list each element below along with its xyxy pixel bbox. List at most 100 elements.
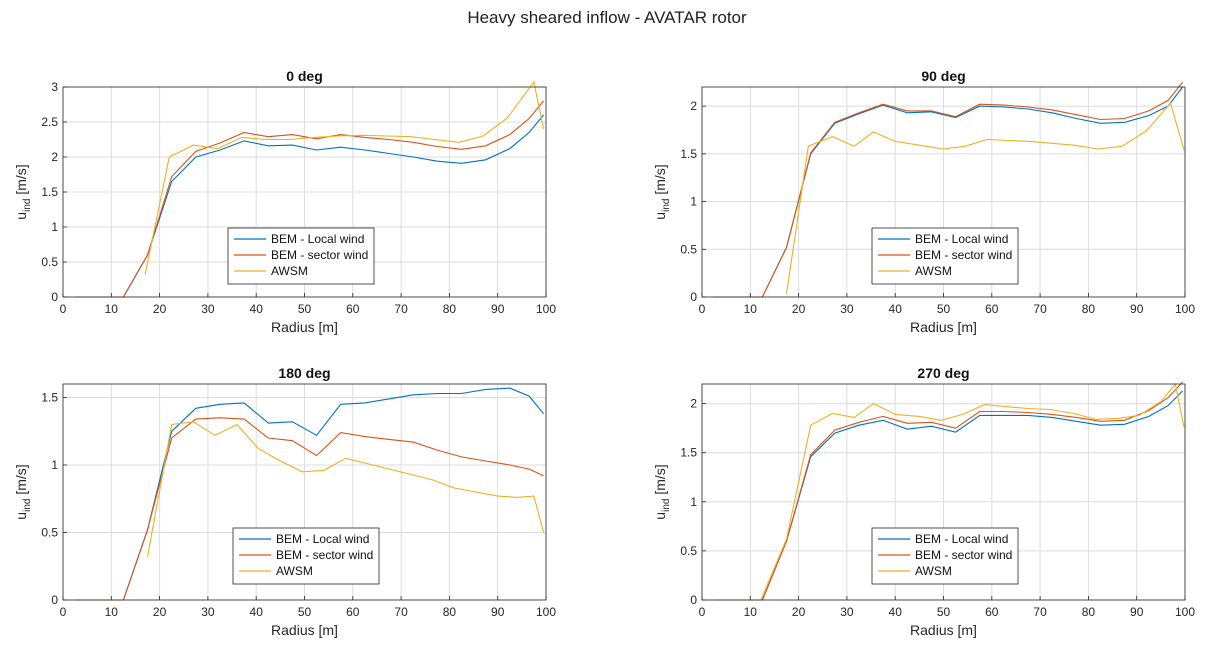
y-tick-label: 2 <box>51 150 58 164</box>
legend-entry-2: AWSM <box>915 564 952 578</box>
figure-title: Heavy sheared inflow - AVATAR rotor <box>467 8 747 27</box>
x-tick-label: 60 <box>346 605 360 619</box>
y-axis-label-unit: [m/s] <box>13 464 29 498</box>
x-tick-label: 100 <box>1175 302 1195 316</box>
legend-box <box>871 527 1019 585</box>
y-axis-label-main: u <box>652 512 668 520</box>
y-tick-label: 2 <box>690 397 697 411</box>
y-tick-label: 1.5 <box>41 391 58 405</box>
y-axis-label-subscript: ind <box>661 499 672 512</box>
x-tick-label: 80 <box>1082 302 1096 316</box>
series-line-2 <box>146 421 545 557</box>
y-axis-label-subscript: ind <box>661 199 672 212</box>
subplot-title: 270 deg <box>917 365 969 381</box>
y-axis-label: uind [m/s] <box>652 164 672 219</box>
x-tick-label: 90 <box>491 605 505 619</box>
x-tick-label: 20 <box>792 302 806 316</box>
legend-entry-2: AWSM <box>271 264 308 278</box>
x-tick-label: 90 <box>1130 605 1144 619</box>
x-tick-label: 70 <box>394 605 408 619</box>
subplot-title: 0 deg <box>286 68 323 84</box>
x-tick-label: 50 <box>298 302 312 316</box>
y-tick-label: 1.5 <box>41 185 58 199</box>
x-axis-label: Radius [m] <box>271 319 338 335</box>
legend-entry-2: AWSM <box>915 264 952 278</box>
x-axis-label: Radius [m] <box>910 319 977 335</box>
legend-box <box>227 227 375 285</box>
x-tick-label: 20 <box>153 302 167 316</box>
legend-entry-1: BEM - sector wind <box>271 248 368 262</box>
x-tick-label: 40 <box>250 605 264 619</box>
series-line-0 <box>75 387 545 601</box>
x-tick-label: 60 <box>346 302 360 316</box>
x-tick-label: 100 <box>536 605 556 619</box>
x-tick-label: 20 <box>153 605 167 619</box>
legend-entry-1: BEM - sector wind <box>915 548 1012 562</box>
y-tick-label: 0.5 <box>680 242 697 256</box>
y-axis-label-main: u <box>13 512 29 520</box>
legend-entry-0: BEM - Local wind <box>276 532 369 546</box>
y-tick-label: 1 <box>690 495 697 509</box>
legend-box <box>871 227 1019 285</box>
x-tick-label: 40 <box>889 302 903 316</box>
y-axis-label-main: u <box>13 212 29 220</box>
x-tick-label: 0 <box>699 302 706 316</box>
x-tick-label: 60 <box>985 605 999 619</box>
series-line-1 <box>714 381 1184 601</box>
x-tick-label: 30 <box>201 605 215 619</box>
x-tick-label: 10 <box>105 302 119 316</box>
y-axis-label: uind [m/s] <box>652 464 672 519</box>
series-line-2 <box>785 102 1185 295</box>
x-tick-label: 50 <box>937 302 951 316</box>
y-axis-label-subscript: ind <box>22 499 33 512</box>
x-tick-label: 10 <box>744 605 758 619</box>
y-tick-label: 0 <box>690 290 697 304</box>
series-line-1 <box>714 81 1184 298</box>
x-tick-label: 10 <box>744 302 758 316</box>
y-tick-label: 0.5 <box>41 255 58 269</box>
x-tick-label: 70 <box>1033 605 1047 619</box>
y-tick-label: 1 <box>51 220 58 234</box>
x-tick-label: 50 <box>298 605 312 619</box>
x-tick-label: 30 <box>840 605 854 619</box>
x-tick-label: 0 <box>60 302 67 316</box>
series-line-2 <box>760 382 1185 601</box>
y-axis-label-unit: [m/s] <box>13 164 29 198</box>
x-tick-label: 0 <box>60 605 67 619</box>
x-tick-label: 90 <box>491 302 505 316</box>
subplot-title: 90 deg <box>921 68 965 84</box>
legend-entry-0: BEM - Local wind <box>271 232 364 246</box>
series-line-1 <box>75 100 545 298</box>
y-tick-label: 0.5 <box>41 526 58 540</box>
x-tick-label: 20 <box>792 605 806 619</box>
y-tick-label: 0 <box>51 290 58 304</box>
legend-entry-1: BEM - sector wind <box>915 248 1012 262</box>
x-axis-label: Radius [m] <box>910 622 977 638</box>
x-tick-label: 40 <box>889 605 903 619</box>
x-tick-label: 100 <box>536 302 556 316</box>
y-axis-label-unit: [m/s] <box>652 464 668 498</box>
series-line-1 <box>75 417 544 601</box>
y-tick-label: 1.5 <box>680 147 697 161</box>
y-tick-label: 1.5 <box>680 446 697 460</box>
x-tick-label: 80 <box>443 605 457 619</box>
y-tick-label: 1 <box>51 458 58 472</box>
y-tick-label: 2.5 <box>41 115 58 129</box>
x-axis-label: Radius [m] <box>271 622 338 638</box>
subplot-title: 180 deg <box>278 365 330 381</box>
y-axis-label: uind [m/s] <box>13 164 33 219</box>
y-axis-label: uind [m/s] <box>13 464 33 519</box>
x-tick-label: 30 <box>201 302 215 316</box>
y-axis-label-unit: [m/s] <box>652 164 668 198</box>
y-axis-label-subscript: ind <box>22 199 33 212</box>
x-tick-label: 80 <box>443 302 457 316</box>
legend-entry-0: BEM - Local wind <box>915 232 1008 246</box>
y-tick-label: 0.5 <box>680 544 697 558</box>
y-axis-label-main: u <box>652 212 668 220</box>
x-tick-label: 70 <box>394 302 408 316</box>
legend-entry-2: AWSM <box>276 564 313 578</box>
x-tick-label: 80 <box>1082 605 1096 619</box>
